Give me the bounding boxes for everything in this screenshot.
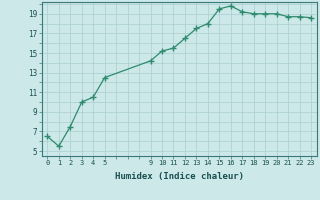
X-axis label: Humidex (Indice chaleur): Humidex (Indice chaleur) [115,172,244,181]
